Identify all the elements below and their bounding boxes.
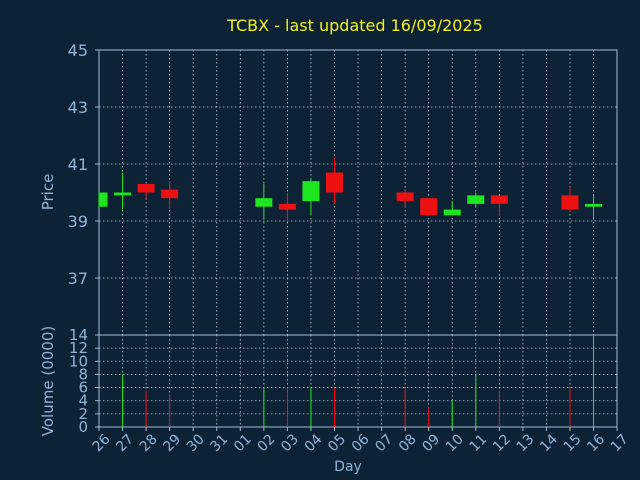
candle-body	[420, 198, 438, 216]
candle-body	[278, 203, 296, 210]
volume-tick-label: 4	[78, 392, 88, 410]
x-tick-label: 31	[207, 431, 231, 455]
x-tick-label: 09	[419, 431, 443, 455]
x-tick-label: 15	[561, 431, 585, 455]
x-tick-label: 01	[231, 431, 255, 455]
volume-tick-label: 6	[78, 379, 88, 397]
x-tick-label: 30	[184, 431, 208, 455]
x-axis: 26 27 28 29 30 31 01 02 03 04 05 06 07 08 09 10 11 12 13 14…	[90, 427, 632, 455]
price-tick-label: 37	[68, 269, 88, 288]
volume-tick-label: 2	[78, 405, 88, 423]
x-tick-label: 03	[278, 431, 302, 455]
volume-gridlines	[99, 335, 617, 427]
x-tick-label: 02	[255, 431, 279, 455]
candle-body	[490, 195, 508, 204]
x-axis-label: Day	[334, 459, 362, 475]
x-tick-label: 16	[584, 431, 608, 455]
volume-tick-label: 14	[69, 326, 88, 344]
candle-body	[114, 192, 132, 196]
candle-body	[467, 195, 485, 204]
x-tick-label: 14	[537, 431, 561, 455]
x-tick-label: 10	[443, 431, 467, 455]
candle-body	[255, 198, 273, 207]
volume-plot-frame	[98, 334, 618, 428]
x-tick-label: 08	[396, 431, 420, 455]
x-tick-label: 06	[349, 431, 373, 455]
price-gridlines	[99, 50, 617, 335]
x-tick-label: 29	[160, 431, 184, 455]
price-tick-label: 45	[68, 41, 88, 60]
volume-tick-label: 10	[69, 352, 88, 370]
price-tick-label: 41	[68, 155, 88, 174]
price-axis-label: Price	[39, 174, 57, 211]
candle-body	[561, 195, 579, 210]
x-tick-label: 11	[466, 431, 490, 455]
x-tick-label: 07	[372, 431, 396, 455]
candle-body	[161, 189, 179, 199]
x-tick-label: 12	[490, 431, 514, 455]
x-tick-label: 17	[608, 431, 632, 455]
candle-body	[443, 209, 461, 216]
candle-body	[302, 181, 320, 202]
candle-body	[585, 203, 603, 207]
candle-body	[396, 192, 414, 202]
x-tick-label: 04	[302, 431, 326, 455]
x-tick-label: 27	[113, 431, 137, 455]
x-tick-label: 26	[90, 431, 114, 455]
candles	[98, 158, 603, 221]
volume-tick-label: 8	[78, 365, 88, 383]
price-tick-label: 43	[68, 98, 88, 117]
price-y-axis: 37 39 41 43 45	[68, 41, 99, 288]
volume-bars	[122, 335, 595, 427]
volume-tick-label: 0	[78, 418, 88, 436]
volume-tick-label: 12	[69, 339, 88, 357]
candle-body	[137, 183, 155, 193]
x-tick-label: 05	[325, 431, 349, 455]
volume-axis-label: Volume (0000)	[39, 326, 57, 436]
chart-title: TCBX - last updated 16/09/2025	[226, 16, 483, 35]
price-tick-label: 39	[68, 212, 88, 231]
candle-body	[326, 172, 343, 193]
x-tick-label: 13	[514, 431, 538, 455]
x-tick-label: 28	[137, 431, 161, 455]
candle-body	[99, 192, 108, 207]
